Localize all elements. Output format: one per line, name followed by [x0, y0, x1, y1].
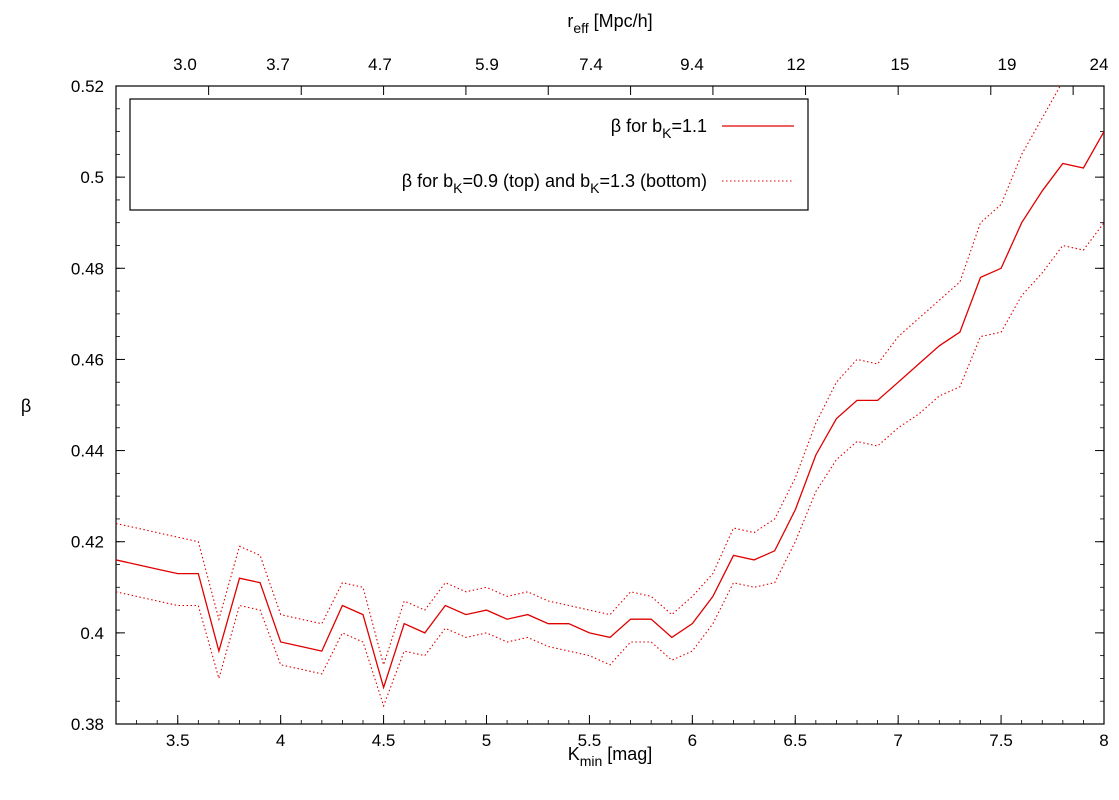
legend-entry-2-label: β for bK=0.9 (top) and bK=1.3 (bottom) [402, 171, 707, 196]
y-axis-label: β [21, 396, 31, 416]
x-axis-label-sub: min [580, 753, 603, 769]
x-tick-label: 4.5 [372, 731, 396, 750]
y-tick-label: 0.46 [71, 350, 104, 369]
y-tick-label: 0.5 [80, 168, 104, 187]
x-tick-label: 8 [1099, 731, 1108, 750]
series-line-1 [116, 131, 1104, 690]
top-tick-label: 4.7 [368, 55, 392, 74]
x-tick-label: 7 [893, 731, 902, 750]
top-axis-label-sub: eff [573, 20, 588, 36]
x-axis-label: Kmin [mag] [568, 744, 653, 769]
y-tick-label: 0.38 [71, 715, 104, 734]
x-tick-label: 4 [276, 731, 285, 750]
top-tick-label: 7.4 [579, 55, 603, 74]
legend-box [129, 98, 809, 211]
legend: β for bK=1.1 β for bK=0.9 (top) and bK=1… [129, 98, 809, 211]
y-tick-label: 0.48 [71, 259, 104, 278]
x-tick-label: 3.5 [166, 731, 190, 750]
top-tick-label: 5.9 [475, 55, 499, 74]
y-tick-label: 0.42 [71, 533, 104, 552]
top-tick-label: 15 [891, 55, 910, 74]
series-line-2 [116, 86, 1061, 667]
x-tick-label: 5 [482, 731, 491, 750]
x-tick-label: 6 [688, 731, 697, 750]
y-tick-label: 0.44 [71, 442, 104, 461]
top-tick-label: 19 [998, 55, 1017, 74]
y-tick-label: 0.4 [80, 624, 104, 643]
legend-entry-1-label: β for bK=1.1 [611, 116, 707, 141]
x-tick-label: 6.5 [783, 731, 807, 750]
top-tick-label: 9.4 [680, 55, 704, 74]
series-line-3 [116, 222, 1104, 708]
top-axis-label: reff [Mpc/h] [567, 11, 652, 36]
x-tick-label: 5.5 [578, 731, 602, 750]
y-tick-label: 0.52 [71, 77, 104, 96]
tick-labels: 3.5 4 4.5 5 5.5 6 6.5 7 7.5 8 0.38 0.4 0.42 0.44 0.46 0… [71, 55, 1109, 750]
tick-marks [115, 85, 1105, 725]
top-tick-label: 3.7 [266, 55, 290, 74]
top-tick-label: 3.0 [173, 55, 197, 74]
top-tick-label: 24 [1090, 55, 1109, 74]
top-tick-label: 12 [787, 55, 806, 74]
x-tick-label: 7.5 [989, 731, 1013, 750]
series-layer [116, 86, 1104, 708]
